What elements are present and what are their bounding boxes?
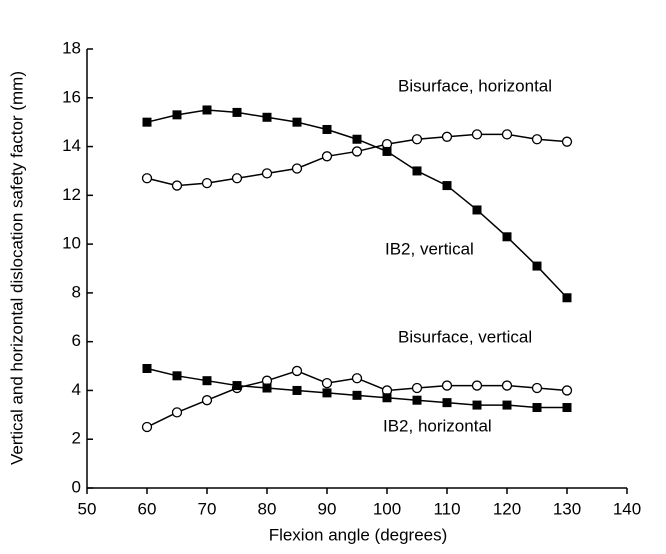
y-tick-label: 16 [62,87,81,106]
series-label: Bisurface, horizontal [398,76,552,95]
marker [322,124,332,134]
marker [472,205,482,215]
marker [231,173,243,184]
y-tick-label: 14 [62,136,81,155]
x-tick-label: 80 [258,499,277,518]
marker [232,107,242,117]
marker [472,400,482,410]
marker [321,377,333,389]
marker [382,146,392,156]
marker [171,180,183,191]
marker [411,134,423,145]
marker [471,129,483,140]
marker [502,232,512,242]
marker [532,261,542,271]
marker [291,163,303,174]
marker [141,421,153,433]
marker [531,134,543,145]
marker [172,371,182,381]
y-tick-label: 6 [72,331,81,350]
series-label: IB2, vertical [385,239,474,258]
marker [171,407,183,418]
marker [201,395,213,406]
x-tick-label: 60 [138,499,157,518]
marker [412,166,422,176]
marker [352,134,362,144]
marker [262,112,272,122]
marker [501,380,513,391]
marker [501,129,513,140]
marker [412,395,422,405]
marker [142,117,152,127]
marker [202,105,212,115]
marker [261,168,273,179]
marker [532,403,542,413]
marker [292,385,302,395]
marker [292,117,302,127]
y-tick-label: 2 [72,429,81,448]
marker [141,173,153,184]
marker [471,380,483,391]
x-tick-label: 50 [78,499,97,518]
y-tick-label: 0 [72,477,81,496]
marker [441,131,453,142]
marker [352,390,362,400]
marker [382,393,392,403]
y-tick-label: 12 [62,185,81,204]
marker [201,177,213,189]
marker [562,293,572,303]
x-tick-label: 110 [433,499,460,518]
marker [142,363,152,373]
x-tick-label: 70 [198,499,217,518]
marker [442,398,452,408]
marker [172,110,182,120]
marker [321,151,333,162]
marker [441,380,453,391]
marker [351,146,363,157]
y-axis-label: Vertical and horizontal dislocation safe… [7,71,26,465]
marker [442,181,452,191]
x-tick-label: 120 [493,499,521,518]
marker [232,381,242,391]
x-tick-label: 140 [613,499,641,518]
y-tick-label: 10 [62,234,81,253]
series-label: IB2, horizontal [383,416,492,435]
marker [262,383,272,393]
x-tick-label: 90 [318,499,337,518]
x-tick-label: 130 [553,499,581,518]
marker [561,385,573,396]
marker [561,136,573,147]
y-tick-label: 4 [72,380,81,399]
series-label: Bisurface, vertical [398,327,532,346]
marker [202,376,212,386]
marker [562,403,572,413]
marker [351,373,363,384]
marker [291,365,303,377]
marker [502,400,512,410]
x-axis-label: Flexion angle (degrees) [269,525,448,544]
y-tick-label: 18 [62,38,81,57]
marker [322,388,332,398]
x-tick-label: 100 [373,499,401,518]
marker [411,382,423,394]
marker [531,382,543,394]
y-tick-label: 8 [72,282,81,301]
